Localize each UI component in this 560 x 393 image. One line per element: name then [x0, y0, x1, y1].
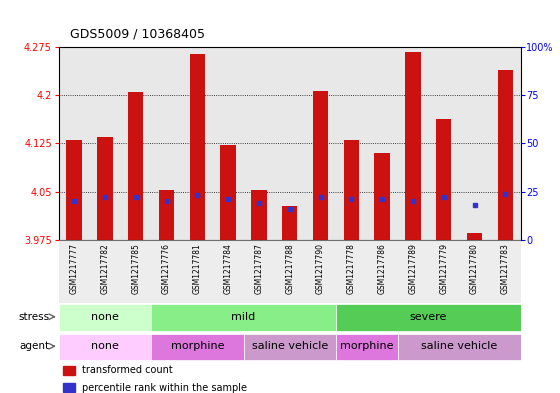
Text: morphine: morphine	[340, 341, 394, 351]
Bar	[405, 52, 421, 240]
Bar	[59, 240, 90, 303]
Bar	[63, 384, 75, 392]
Bar	[182, 240, 213, 303]
Bar	[344, 140, 359, 240]
Bar	[213, 47, 244, 240]
Bar	[436, 119, 451, 240]
Bar	[182, 47, 213, 240]
Bar	[244, 240, 274, 303]
Bar	[498, 70, 513, 240]
Bar	[244, 47, 274, 240]
Bar	[151, 240, 182, 303]
Bar	[336, 304, 521, 331]
Text: GSM1217776: GSM1217776	[162, 243, 171, 294]
Bar	[244, 334, 336, 360]
Bar	[428, 240, 459, 303]
Text: GSM1217780: GSM1217780	[470, 243, 479, 294]
Bar	[490, 47, 521, 240]
Bar	[251, 190, 267, 240]
Text: none: none	[91, 312, 119, 322]
Bar	[398, 47, 428, 240]
Bar	[305, 240, 336, 303]
Text: GDS5009 / 10368405: GDS5009 / 10368405	[70, 28, 205, 40]
Bar	[67, 140, 82, 240]
Text: transformed count: transformed count	[82, 365, 172, 375]
Bar	[213, 240, 244, 303]
Bar	[190, 53, 205, 240]
Bar	[274, 240, 305, 303]
Text: GSM1217777: GSM1217777	[69, 243, 79, 294]
Bar	[59, 304, 151, 331]
Bar	[63, 366, 75, 375]
Bar	[459, 240, 490, 303]
Bar	[398, 240, 428, 303]
Text: GSM1217785: GSM1217785	[131, 243, 141, 294]
Text: none: none	[91, 341, 119, 351]
Text: GSM1217779: GSM1217779	[439, 243, 449, 294]
Text: GSM1217787: GSM1217787	[254, 243, 264, 294]
Bar	[375, 153, 390, 240]
Bar	[467, 233, 482, 240]
Bar	[398, 334, 521, 360]
Bar	[151, 47, 182, 240]
Bar	[336, 240, 367, 303]
Bar	[120, 47, 151, 240]
Text: GSM1217784: GSM1217784	[223, 243, 233, 294]
Bar	[336, 334, 398, 360]
Bar	[59, 47, 90, 240]
Text: GSM1217781: GSM1217781	[193, 243, 202, 294]
Bar	[490, 240, 521, 303]
Text: GSM1217790: GSM1217790	[316, 243, 325, 294]
Bar	[367, 47, 398, 240]
Bar	[367, 240, 398, 303]
Bar	[97, 137, 113, 240]
Bar	[428, 47, 459, 240]
Bar	[336, 47, 367, 240]
Bar	[90, 47, 120, 240]
Text: GSM1217783: GSM1217783	[501, 243, 510, 294]
Text: severe: severe	[410, 312, 447, 322]
Bar	[282, 206, 297, 240]
Bar	[128, 92, 143, 240]
Text: agent: agent	[20, 341, 49, 351]
Bar	[120, 240, 151, 303]
Text: GSM1217789: GSM1217789	[408, 243, 418, 294]
Text: saline vehicle: saline vehicle	[421, 341, 497, 351]
Bar	[305, 47, 336, 240]
Text: GSM1217782: GSM1217782	[100, 243, 110, 294]
Bar	[313, 91, 328, 240]
Text: GSM1217788: GSM1217788	[285, 243, 295, 294]
Bar	[274, 47, 305, 240]
Bar	[59, 334, 151, 360]
Text: GSM1217786: GSM1217786	[377, 243, 387, 294]
Bar	[159, 190, 174, 240]
Text: GSM1217778: GSM1217778	[347, 243, 356, 294]
Bar	[221, 145, 236, 240]
Text: morphine: morphine	[171, 341, 224, 351]
Text: percentile rank within the sample: percentile rank within the sample	[82, 383, 247, 393]
Bar	[151, 334, 244, 360]
Bar	[90, 240, 120, 303]
Bar	[459, 47, 490, 240]
Text: saline vehicle: saline vehicle	[251, 341, 328, 351]
Bar	[151, 304, 336, 331]
Text: mild: mild	[231, 312, 256, 322]
Text: stress: stress	[18, 312, 49, 322]
